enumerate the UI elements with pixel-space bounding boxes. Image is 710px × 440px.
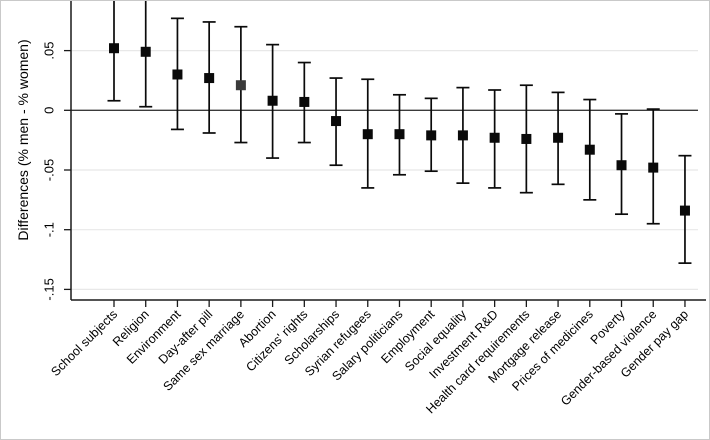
gridlines xyxy=(71,49,698,290)
data-point-marker xyxy=(426,130,437,141)
data-point-marker xyxy=(679,205,690,216)
data-point-marker xyxy=(299,96,310,107)
y-axis-title: Differences (% men - % women) xyxy=(15,39,31,240)
y-tick-labels: .05 0 -.05 -.1 -.15 xyxy=(42,42,57,301)
y-tick-label: -.05 xyxy=(42,159,57,181)
data-point-marker xyxy=(172,69,183,80)
y-tick-label: 0 xyxy=(42,107,57,114)
y-tick-label: .05 xyxy=(42,42,57,60)
data-point-marker xyxy=(489,132,500,143)
x-category-label: School subjects xyxy=(48,307,120,379)
data-point-marker xyxy=(331,116,342,127)
y-tick-label: -.15 xyxy=(42,278,57,300)
data-point-marker xyxy=(235,80,246,91)
error-bar-series xyxy=(107,1,692,264)
axes xyxy=(64,1,706,307)
x-category-labels: School subjectsReligionEnvironmentDay-af… xyxy=(48,307,691,417)
data-point-marker xyxy=(457,130,468,141)
data-point-marker xyxy=(521,133,532,144)
data-point-marker xyxy=(584,144,595,155)
data-point-marker xyxy=(109,43,119,54)
data-point-marker xyxy=(553,132,564,143)
y-tick-label: -.1 xyxy=(42,222,57,237)
data-point-marker xyxy=(140,46,151,57)
data-point-marker xyxy=(616,160,627,171)
data-point-marker xyxy=(394,129,405,140)
data-point-marker xyxy=(204,73,215,84)
data-point-marker xyxy=(648,162,659,173)
data-point-marker xyxy=(362,129,373,140)
data-point-marker xyxy=(267,95,278,106)
